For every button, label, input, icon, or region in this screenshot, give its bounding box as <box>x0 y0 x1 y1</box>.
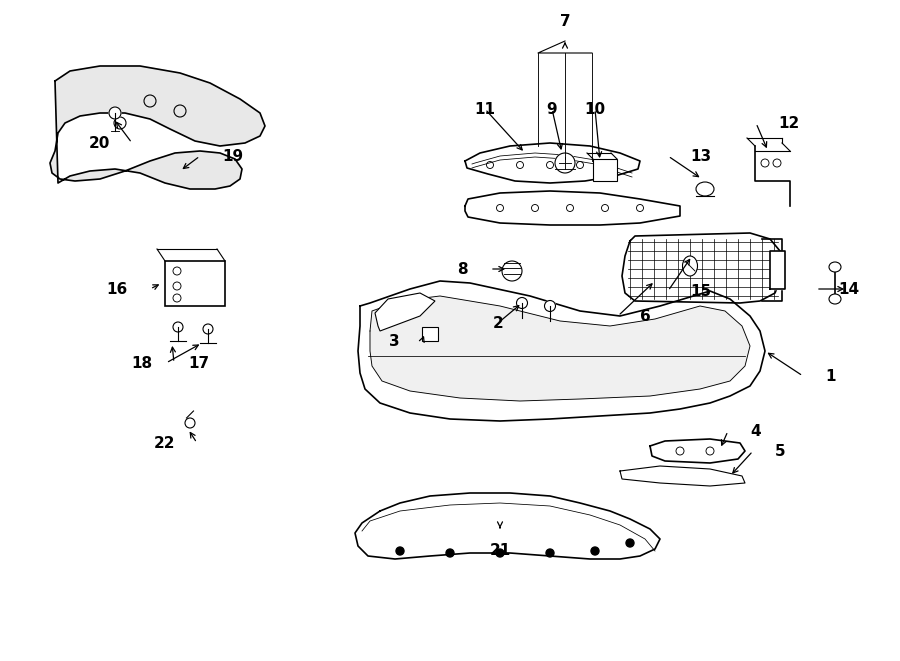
Circle shape <box>591 547 599 555</box>
Polygon shape <box>370 296 750 401</box>
Text: 21: 21 <box>490 543 510 558</box>
Circle shape <box>546 549 554 557</box>
Circle shape <box>555 153 575 173</box>
Circle shape <box>544 301 555 311</box>
Text: 2: 2 <box>492 315 503 330</box>
Circle shape <box>185 418 195 428</box>
Text: 17: 17 <box>188 356 209 371</box>
Bar <box>593 159 617 181</box>
FancyBboxPatch shape <box>165 261 225 306</box>
Polygon shape <box>465 191 680 225</box>
Circle shape <box>109 107 121 119</box>
Text: 19: 19 <box>222 149 243 163</box>
Circle shape <box>626 539 634 547</box>
Text: 8: 8 <box>457 262 468 276</box>
Circle shape <box>446 549 454 557</box>
Text: 6: 6 <box>640 309 651 323</box>
Polygon shape <box>770 251 785 289</box>
Text: 20: 20 <box>88 136 110 151</box>
Polygon shape <box>465 143 640 183</box>
Text: 7: 7 <box>560 14 571 29</box>
Polygon shape <box>620 466 745 486</box>
Circle shape <box>203 324 213 334</box>
Polygon shape <box>622 233 782 303</box>
Text: 15: 15 <box>690 284 711 299</box>
Circle shape <box>502 261 522 281</box>
Text: 4: 4 <box>750 424 760 438</box>
Text: 13: 13 <box>690 149 711 163</box>
Text: 10: 10 <box>584 102 606 116</box>
Ellipse shape <box>829 294 841 304</box>
Text: 22: 22 <box>154 436 175 451</box>
Polygon shape <box>375 293 435 331</box>
Text: 3: 3 <box>390 334 400 348</box>
Text: 5: 5 <box>775 444 786 459</box>
Bar <box>422 327 438 341</box>
Text: 1: 1 <box>825 368 835 383</box>
Polygon shape <box>355 493 660 559</box>
Ellipse shape <box>696 182 714 196</box>
Circle shape <box>396 547 404 555</box>
Polygon shape <box>50 66 265 189</box>
Text: 16: 16 <box>107 282 128 297</box>
Polygon shape <box>650 439 745 463</box>
Ellipse shape <box>682 256 698 276</box>
Text: 11: 11 <box>474 102 496 116</box>
Circle shape <box>173 322 183 332</box>
Ellipse shape <box>829 262 841 272</box>
Text: 18: 18 <box>130 356 152 371</box>
Circle shape <box>517 297 527 309</box>
Circle shape <box>496 549 504 557</box>
Text: 9: 9 <box>546 102 557 116</box>
Text: 14: 14 <box>838 282 860 297</box>
Text: 12: 12 <box>778 116 799 130</box>
Polygon shape <box>358 281 765 421</box>
